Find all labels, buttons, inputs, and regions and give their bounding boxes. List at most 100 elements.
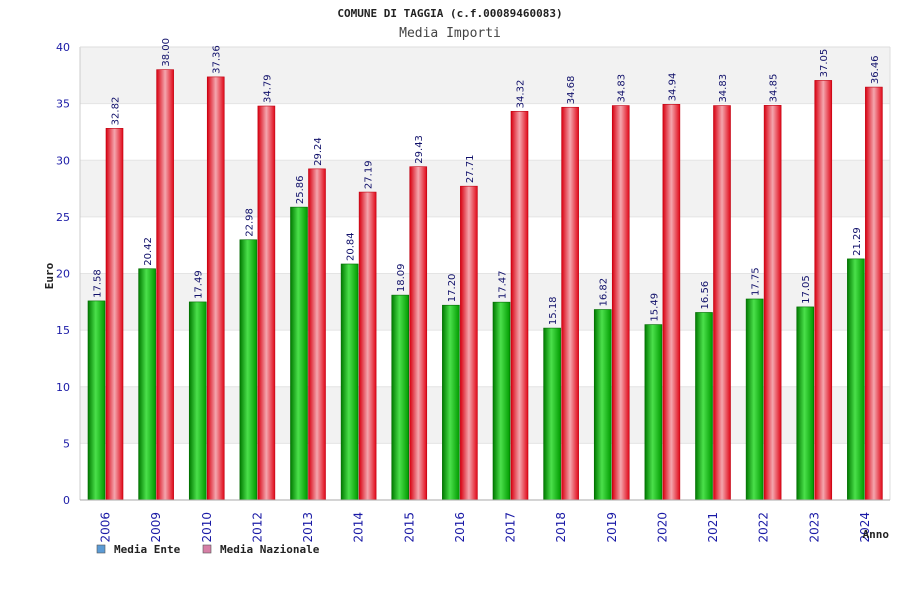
- data-label: 20.84: [346, 232, 357, 261]
- chart-title: COMUNE DI TAGGIA (c.f.00089460083): [337, 7, 562, 20]
- y-axis-label: Euro: [43, 262, 56, 289]
- bar-media-ente-2009: [138, 268, 156, 501]
- data-label: 15.18: [548, 296, 559, 325]
- bar-media-nazionale-2014: [358, 191, 377, 501]
- x-tick-label: 2013: [301, 512, 315, 543]
- chart-subtitle: Media Importi: [399, 26, 501, 41]
- bar-media-nazionale-2010: [206, 76, 225, 501]
- x-tick-label: 2017: [504, 512, 518, 543]
- data-label: 17.75: [751, 267, 762, 296]
- data-label: 17.47: [498, 271, 509, 300]
- bar-media-nazionale-2022: [763, 105, 782, 501]
- data-label: 37.36: [212, 45, 223, 74]
- x-tick-label: 2019: [605, 512, 619, 543]
- y-tick-label: 40: [56, 41, 70, 54]
- bar-media-nazionale-2009: [156, 69, 174, 501]
- bar-media-ente-2024: [847, 258, 865, 501]
- bar-media-nazionale-2023: [814, 80, 833, 501]
- bar-media-ente-2013: [290, 206, 308, 501]
- data-label: 29.24: [313, 137, 324, 166]
- y-tick-label: 20: [56, 268, 70, 281]
- x-tick-label: 2020: [655, 512, 669, 543]
- data-label: 18.09: [396, 263, 407, 292]
- data-label: 21.29: [852, 227, 863, 256]
- data-label: 34.85: [769, 74, 780, 103]
- y-tick-label: 25: [56, 211, 70, 224]
- axes: [79, 46, 891, 501]
- y-tick-label: 5: [63, 437, 70, 450]
- x-tick-label: 2012: [250, 512, 264, 543]
- x-axis-label: Anno: [863, 528, 890, 541]
- legend-entry: Media Ente: [114, 543, 181, 556]
- bar-media-ente-2020: [644, 324, 663, 501]
- bar-media-ente-2022: [745, 298, 764, 501]
- bar-media-nazionale-2020: [662, 104, 681, 501]
- data-label: 16.56: [700, 281, 711, 310]
- data-label: 32.82: [111, 97, 122, 126]
- bar-media-nazionale-2012: [257, 105, 276, 501]
- bar-media-ente-2010: [188, 301, 207, 501]
- data-label: 17.58: [93, 269, 104, 298]
- bar-media-ente-2018: [543, 327, 561, 501]
- data-label: 20.42: [143, 237, 154, 266]
- x-tick-label: 2022: [757, 512, 771, 543]
- bar-media-nazionale-2019: [611, 105, 630, 501]
- bar-media-ente-2017: [492, 301, 511, 501]
- x-tick-label: 2006: [99, 512, 113, 543]
- bar-media-ente-2021: [695, 312, 713, 501]
- x-tick-label: 2015: [402, 512, 416, 543]
- x-tick-label: 2024: [858, 512, 872, 543]
- data-label: 17.05: [801, 275, 812, 304]
- y-tick-label: 15: [56, 324, 70, 337]
- bar-media-nazionale-2006: [105, 128, 124, 501]
- bar-media-ente-2006: [87, 300, 106, 501]
- bar-media-ente-2019: [593, 309, 612, 501]
- data-label: 37.05: [819, 49, 830, 78]
- data-label: 38.00: [161, 38, 172, 67]
- data-label: 34.32: [516, 80, 527, 109]
- y-tick-label: 35: [56, 98, 70, 111]
- data-label: 29.43: [414, 135, 425, 164]
- bars: [87, 69, 883, 501]
- y-tick-label: 10: [56, 381, 70, 394]
- bar-media-nazionale-2018: [561, 106, 579, 501]
- data-label: 34.83: [617, 74, 628, 103]
- bar-media-nazionale-2015: [409, 166, 428, 501]
- data-labels: 17.58 32.82 20.42 38.00 17.49 37.36 22.98 34.79…: [93, 38, 881, 325]
- data-label: 22.98: [244, 208, 255, 237]
- bar-media-ente-2014: [340, 263, 359, 501]
- bar-media-nazionale-2024: [865, 86, 883, 501]
- data-label: 17.20: [447, 274, 458, 303]
- legend-swatch: [202, 544, 212, 554]
- x-tick-label: 2018: [554, 512, 568, 543]
- legend-swatch: [96, 544, 106, 554]
- data-label: 34.68: [566, 76, 577, 105]
- data-label: 34.83: [718, 74, 729, 103]
- data-label: 34.79: [262, 74, 273, 103]
- data-label: 16.82: [599, 278, 610, 307]
- y-tick-label: 30: [56, 154, 70, 167]
- y-tick-labels: 0 5 10 15 20 25 30 35 40: [56, 41, 70, 507]
- data-label: 34.94: [667, 73, 678, 102]
- bar-media-ente-2012: [239, 239, 258, 501]
- data-label: 15.49: [649, 293, 660, 322]
- x-tick-label: 2016: [453, 512, 467, 543]
- data-label: 27.19: [364, 160, 375, 189]
- x-tick-label: 2014: [352, 512, 366, 543]
- data-label: 27.71: [465, 155, 476, 184]
- bar-media-ente-2015: [391, 294, 410, 501]
- x-tick-labels: 2006 2009 2010 2012 2013 2014 2015 2016 2017 2018…: [99, 512, 872, 543]
- bar-media-nazionale-2016: [460, 185, 478, 501]
- bar-media-nazionale-2013: [308, 168, 326, 501]
- data-label: 17.49: [194, 270, 205, 299]
- bar-media-nazionale-2017: [510, 111, 529, 501]
- legend: Media Ente Media Nazionale: [96, 543, 320, 556]
- data-label: 36.46: [870, 55, 881, 84]
- bar-media-ente-2023: [796, 306, 815, 501]
- bar-media-ente-2016: [442, 304, 460, 501]
- data-label: 25.86: [295, 175, 306, 204]
- bar-media-nazionale-2021: [713, 105, 731, 501]
- x-tick-label: 2023: [807, 512, 821, 543]
